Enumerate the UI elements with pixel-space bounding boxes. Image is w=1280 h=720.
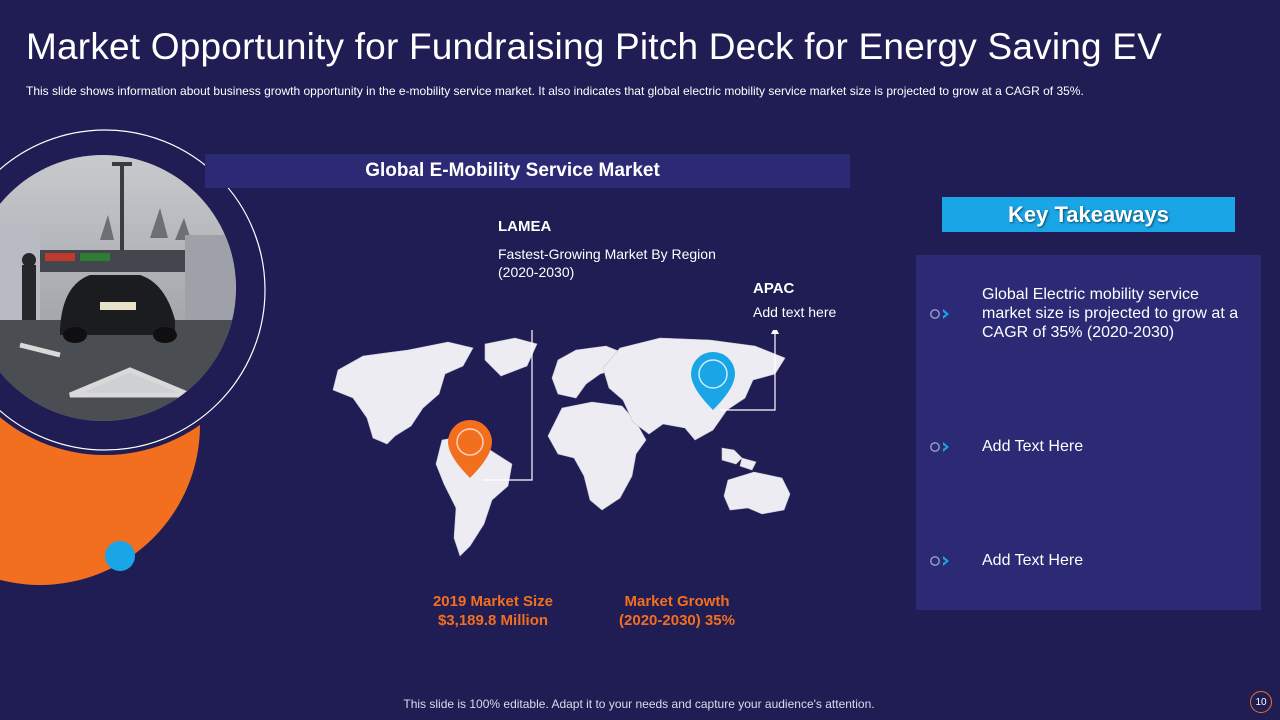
- lamea-line1: Fastest-Growing Market By Region: [498, 246, 716, 262]
- takeaway-text: Global Electric mobility service market …: [982, 286, 1239, 341]
- lamea-title: LAMEA: [498, 218, 552, 235]
- lamea-connector: [482, 330, 533, 481]
- key-takeaways-header: Key Takeaways: [942, 197, 1235, 232]
- blue-dot: [105, 541, 135, 571]
- takeaway-text: Add Text Here: [982, 438, 1084, 455]
- australia: [723, 471, 791, 515]
- slide-title: Market Opportunity for Fundraising Pitch…: [26, 26, 1163, 67]
- asia: [602, 337, 786, 441]
- market-growth-value: (2020-2030) 35%: [619, 612, 735, 629]
- chevron-right-icon: [930, 442, 949, 452]
- chevron-right-icon: [930, 556, 949, 566]
- world-map: [332, 330, 791, 557]
- market-size-label: 2019 Market Size: [432, 593, 554, 610]
- south-america: [435, 435, 513, 557]
- se-asia-islands: [721, 447, 757, 471]
- market-growth-label: Market Growth: [624, 593, 730, 610]
- lamea-pin-icon: [448, 420, 492, 478]
- apac-text: Add text here: [753, 304, 837, 320]
- white-ring: [0, 129, 266, 451]
- europe: [551, 345, 627, 399]
- footer-note: This slide is 100% editable. Adapt it to…: [403, 697, 875, 711]
- market-growth-stat: Market Growth (2020-2030) 35%: [577, 592, 777, 630]
- photo-decoration: [0, 125, 270, 585]
- north-america: [332, 341, 474, 445]
- slide-subtitle: This slide shows information about busin…: [26, 84, 1084, 98]
- market-size-value: $3,189.8 Million: [437, 612, 549, 629]
- apac-connector: [720, 330, 776, 411]
- lamea-line2: (2020-2030): [498, 264, 575, 280]
- key-takeaways-box: Global Electric mobility service market …: [916, 255, 1261, 610]
- apac-pin-icon: [691, 352, 735, 410]
- takeaway-text: Add Text Here: [982, 552, 1084, 569]
- page-number: 10: [1250, 691, 1272, 713]
- map-panel-heading: Global E-Mobility Service Market: [205, 154, 850, 188]
- apac-title: APAC: [753, 280, 795, 297]
- greenland: [484, 337, 538, 377]
- market-size-stat: 2019 Market Size $3,189.8 Million: [393, 592, 593, 630]
- chevron-right-icon: [930, 309, 949, 319]
- africa: [547, 401, 647, 511]
